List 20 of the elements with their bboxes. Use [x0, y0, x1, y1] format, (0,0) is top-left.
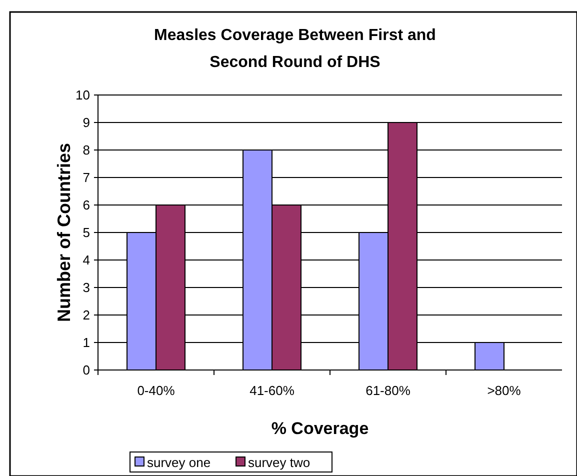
y-axis-title: Number of Countries [54, 142, 74, 322]
y-tick-label: 5 [82, 225, 90, 240]
y-tick-label: 1 [82, 335, 90, 350]
y-tick-label: 2 [82, 308, 90, 323]
y-tick-label: 0 [82, 362, 90, 378]
x-tick-label: >80% [487, 383, 522, 398]
y-tick-label: 8 [82, 142, 90, 158]
legend-label: survey two [248, 455, 310, 470]
x-axis-title: % Coverage [271, 419, 369, 438]
x-tick-label: 61-80% [366, 383, 411, 398]
y-tick-label: 3 [82, 280, 90, 296]
y-tick-label: 7 [82, 170, 90, 186]
y-tick-label: 4 [82, 252, 90, 268]
y-tick-label: 9 [82, 115, 90, 130]
y-tick-label: 10 [76, 88, 90, 103]
legend-label: survey one [147, 455, 211, 470]
x-tick-label: 0-40% [137, 383, 176, 398]
chart-title: Measles Coverage Between First and Second Round of DHS [154, 27, 436, 71]
y-tick-label: 6 [82, 198, 90, 213]
x-tick-label: 41-60% [250, 383, 295, 398]
